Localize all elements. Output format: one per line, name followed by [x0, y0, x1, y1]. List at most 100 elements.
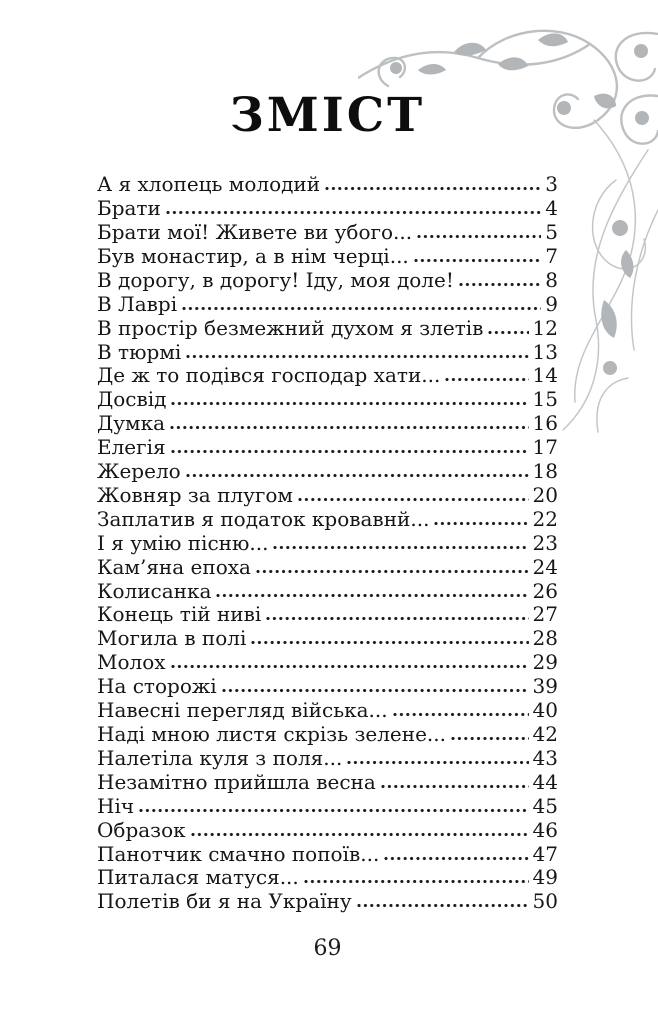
toc-entry: На сторожі 39 [97, 674, 558, 699]
toc-entry-page: 16 [532, 411, 558, 436]
toc-entry-page: 40 [532, 698, 558, 723]
toc-entry: Жовняр за плугом 20 [97, 482, 558, 508]
toc-list: А я хлопець молодий 3 Брати 4 Брати мої! Жив… [97, 172, 558, 914]
toc-entry: Образок 46 [97, 817, 558, 843]
toc-entry-title: Був монастир, а в нім черці... [97, 244, 409, 268]
dot-leader [221, 688, 529, 694]
toc-entry-title: Конець тій ниві [97, 603, 262, 627]
toc-entry-title: Жовняр за плугом [97, 483, 293, 507]
toc-entry-page: 27 [532, 602, 558, 627]
toc-entry: В тюрмі 13 [97, 339, 558, 365]
toc-entry-title: В дорогу, в дорогу! Іду, моя доле! [97, 268, 454, 292]
toc-entry-title: Панотчик смачно попоїв... [97, 842, 380, 866]
dot-leader [413, 257, 542, 263]
toc-entry: Панотчик смачно попоїв... 47 [97, 841, 558, 867]
dot-leader [417, 233, 542, 239]
toc-entry-page: 9 [545, 291, 558, 316]
toc-entry-title: Досвід [97, 388, 167, 412]
toc-entry-title: Полетів би я на Україну [97, 890, 352, 914]
toc-entry: Полетів би я на Україну 50 [97, 889, 558, 914]
toc-entry: Де ж то подівся господар хати... 14 [97, 364, 558, 388]
toc-entry-page: 43 [532, 745, 558, 770]
dot-leader [182, 305, 542, 311]
toc-entry: Був монастир, а в нім черці... 7 [97, 243, 558, 269]
dot-leader [186, 353, 529, 359]
toc-entry-page: 28 [532, 626, 558, 651]
toc-entry-title: Колисанка [97, 579, 212, 603]
toc-entry-page: 50 [532, 889, 558, 914]
toc-entry-title: Заплатив я податок кровавнй... [97, 507, 430, 531]
toc-entry-page: 26 [532, 578, 558, 603]
toc-entry-page: 5 [545, 219, 558, 244]
toc-entry-title: Незамітно прийшла весна [97, 770, 376, 794]
toc-entry-title: Думка [97, 412, 166, 436]
toc-entry: Навесні перегляд війська... 40 [97, 698, 558, 723]
toc-entry-title: Навесні перегляд війська... [97, 699, 388, 723]
dot-leader [325, 186, 542, 192]
toc-entry-page: 39 [532, 674, 558, 699]
dot-leader [356, 903, 529, 909]
dot-leader [251, 640, 529, 646]
dot-leader [347, 759, 529, 765]
toc-entry: Елегія 17 [97, 435, 558, 460]
toc-entry-title: А я хлопець молодий [97, 173, 321, 197]
toc-entry: Думка 16 [97, 411, 558, 436]
toc-entry: Конець тій ниві 27 [97, 603, 558, 627]
toc-entry-title: В тюрмі [97, 340, 182, 364]
toc-entry: Наді мною листя скрізь зелене... 42 [97, 722, 558, 747]
toc-entry-title: Брати мої! Живете ви убого... [97, 220, 413, 244]
dot-leader [273, 544, 529, 550]
toc-entry: Кам’яна епоха 24 [97, 554, 558, 580]
toc-entry-page: 45 [532, 793, 558, 818]
toc-entry: В дорогу, в дорогу! Іду, моя доле! 8 [97, 267, 558, 293]
toc-entry: Жерело 18 [97, 459, 558, 484]
toc-entry: Колисанка 26 [97, 578, 558, 604]
toc-entry: Молох 29 [97, 650, 558, 675]
toc-entry: Брати мої! Живете ви убого... 5 [97, 219, 558, 245]
dot-leader [165, 210, 542, 216]
toc-entry-title: На сторожі [97, 675, 217, 699]
toc-entry-title: Питалася матуся... [97, 866, 299, 890]
dot-leader [392, 712, 529, 718]
toc-entry-title: Елегія [97, 436, 166, 460]
toc-entry: Могила в полі 28 [97, 626, 558, 651]
toc-entry: Ніч 45 [97, 793, 558, 819]
dot-leader [445, 377, 529, 383]
toc-entry-page: 42 [532, 722, 558, 747]
toc-entry-page: 46 [532, 817, 558, 842]
toc-entry-page: 12 [532, 315, 558, 340]
toc-entry-page: 22 [532, 506, 558, 531]
toc-entry-page: 24 [532, 554, 558, 579]
toc-entry-title: В простір безмежний духом я злетів [97, 316, 484, 340]
dot-leader [190, 831, 529, 837]
toc-entry: Незамітно прийшла весна 44 [97, 769, 558, 795]
toc-entry-title: Образок [97, 818, 186, 842]
toc-entry-title: В Лаврі [97, 292, 178, 316]
dot-leader [303, 879, 529, 885]
toc-entry-title: Могила в полі [97, 627, 247, 651]
toc-entry-title: Кам’яна епоха [97, 555, 251, 579]
dot-leader [255, 568, 529, 574]
toc-entry: В Лаврі 9 [97, 291, 558, 317]
toc-entry-page: 44 [532, 769, 558, 794]
toc-entry: І я умію пісню... 23 [97, 531, 558, 556]
dot-leader [450, 736, 529, 742]
toc-entry-page: 8 [545, 267, 558, 292]
toc-entry-page: 47 [532, 841, 558, 866]
toc-entry-page: 7 [545, 243, 558, 268]
dot-leader [434, 520, 529, 526]
toc-entry-title: Молох [97, 651, 166, 675]
toc-entry-title: І я умію пісню... [97, 531, 269, 555]
toc-entry-page: 13 [532, 339, 558, 364]
dot-leader [458, 281, 542, 287]
dot-leader [185, 473, 529, 479]
toc-entry: В простір безмежний духом я злетів 12 [97, 315, 558, 341]
toc-entry-page: 20 [532, 482, 558, 507]
toc-entry-title: Налетіла куля з поля... [97, 746, 343, 770]
toc-entry-title: Де ж то подівся господар хати... [97, 364, 441, 388]
toc-entry: Досвід 15 [97, 387, 558, 412]
dot-leader [170, 449, 529, 455]
toc-entry: Налетіла куля з поля... 43 [97, 745, 558, 771]
dot-leader [266, 616, 529, 622]
